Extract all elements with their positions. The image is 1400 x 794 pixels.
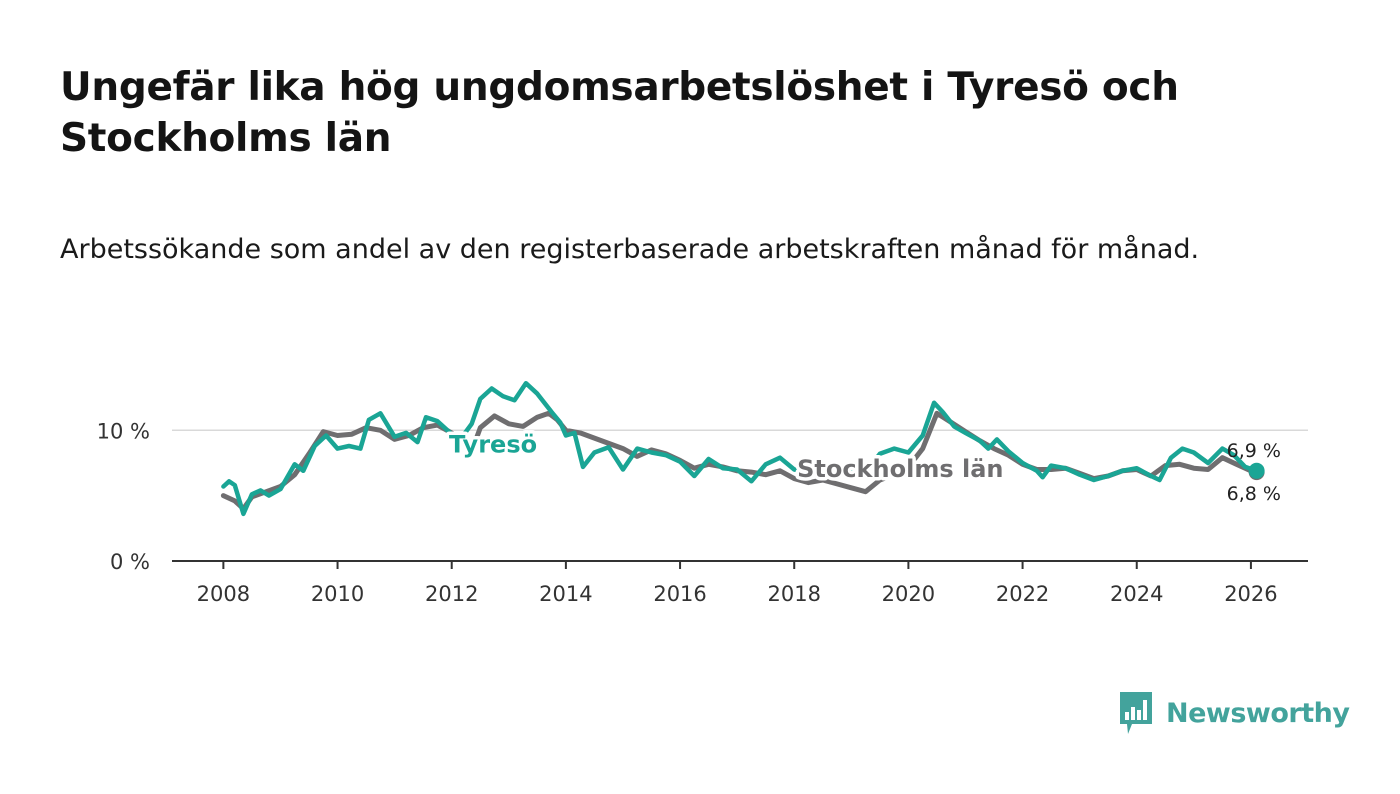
series-line-stockholms-lan	[220, 410, 1260, 512]
axes: 0 % 10 % 2008 2010 2012 2014 2016 2018 2020 2022 2…	[97, 419, 1308, 606]
x-tick-label: 2018	[768, 582, 821, 606]
x-tick-label: 2016	[653, 582, 706, 606]
x-tick-label: 2008	[197, 582, 250, 606]
x-tick-label: 2010	[311, 582, 364, 606]
x-tick-label: 2026	[1224, 582, 1277, 606]
end-value-label-stockholms-lan: 6,8 %	[1227, 483, 1281, 505]
chart-subtitle: Arbetssökande som andel av den registerb…	[60, 234, 1200, 265]
newsworthy-logo-icon	[1120, 692, 1152, 734]
series-lines	[220, 380, 1265, 517]
x-tick-label: 2014	[539, 582, 592, 606]
series-line-tyreso	[221, 380, 1259, 517]
x-tick-label: 2012	[425, 582, 478, 606]
x-tick-label: 2022	[996, 582, 1049, 606]
brand-name: Newsworthy	[1166, 697, 1350, 729]
series-label-tyreso: Tyresö	[449, 430, 537, 458]
series-labels: Tyresö Stockholms län 6,9 % 6,8 %	[446, 427, 1281, 505]
x-tick-label: 2020	[882, 582, 935, 606]
y-tick-label: 0 %	[110, 550, 150, 574]
chart-title: Ungefär lika hög ungdomsarbetslöshet i T…	[60, 65, 1179, 161]
series-label-stockholms-lan: Stockholms län	[797, 455, 1003, 483]
x-tick-label: 2024	[1110, 582, 1163, 606]
y-tick-label: 10 %	[97, 419, 150, 443]
newsworthy-logo: Newsworthy	[1118, 690, 1350, 736]
end-value-label-tyreso: 6,9 %	[1227, 440, 1281, 462]
series-end-dot	[1248, 462, 1265, 479]
